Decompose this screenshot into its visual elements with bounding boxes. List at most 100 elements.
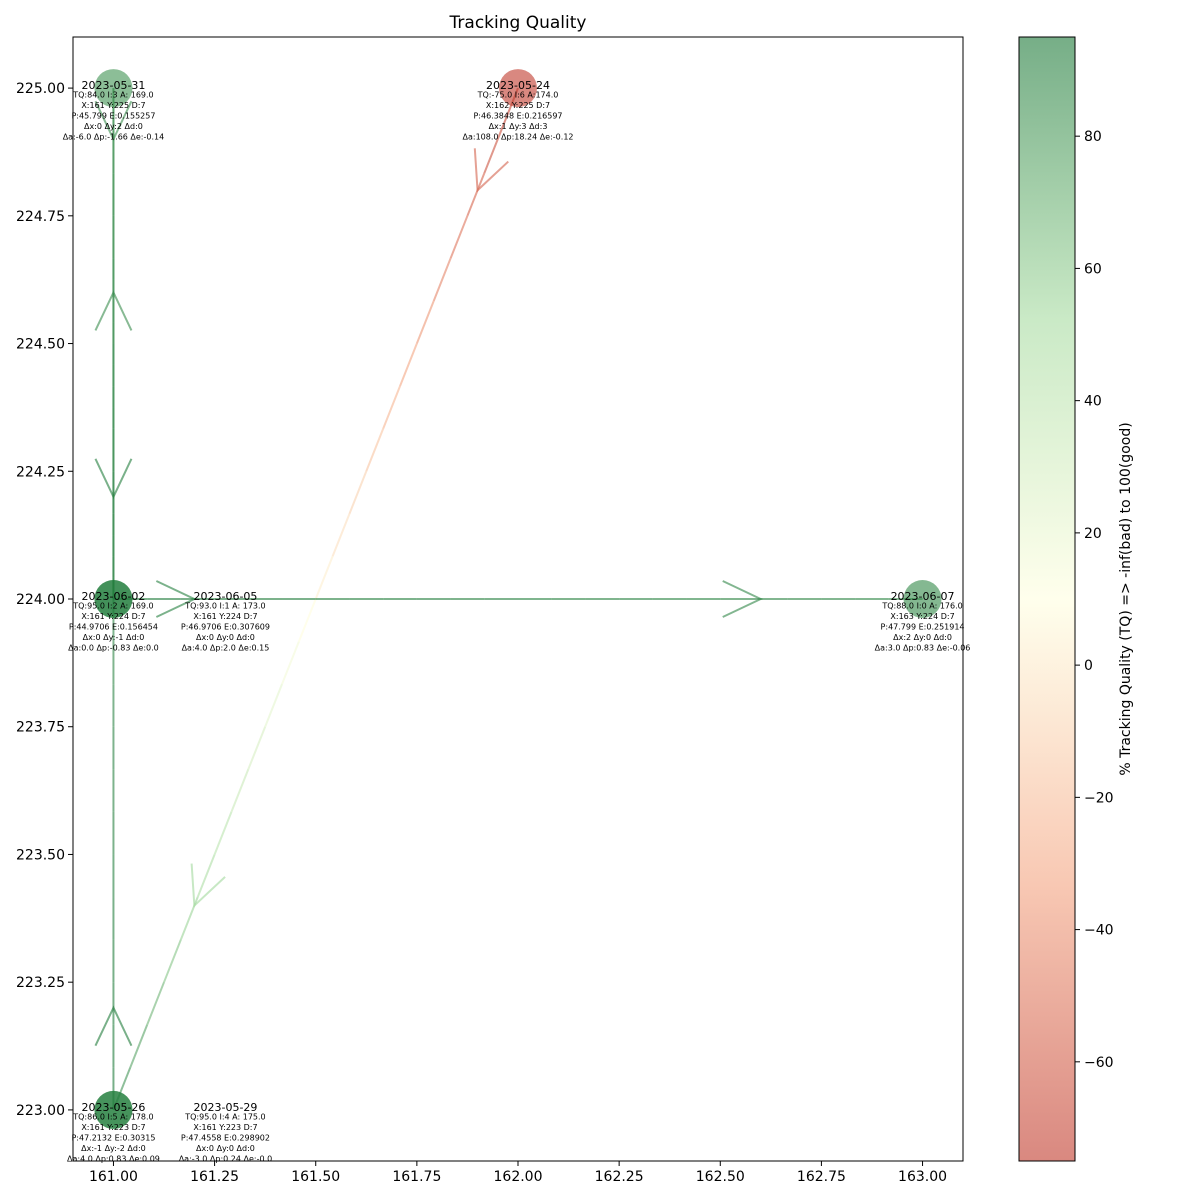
data-point bbox=[94, 580, 133, 618]
trajectory-segment bbox=[213, 811, 233, 855]
annotation-text: Δa:4.0 Δp:2.0 Δe:0.15 bbox=[182, 644, 270, 653]
arrow-head bbox=[473, 148, 509, 193]
trajectory-segment bbox=[196, 854, 216, 898]
annotation-date: 2023-05-31 bbox=[81, 79, 145, 92]
annotation-text: Δx:2 Δy:0 Δd:0 bbox=[893, 633, 952, 642]
annotation-text: TQ:95.0 I:2 A: 169.0 bbox=[72, 602, 153, 611]
arrow-head bbox=[94, 100, 133, 142]
colorbar-gradient bbox=[1019, 37, 1075, 1161]
annotation-date: 2023-06-02 bbox=[81, 590, 145, 603]
annotation-text: X:161 Y:224 D:7 bbox=[81, 612, 145, 621]
data-points bbox=[94, 69, 942, 1129]
annotation-text: Δa:4.0 Δp:0.83 Δe:0.09 bbox=[67, 1154, 160, 1163]
annotation-date: 2023-05-24 bbox=[486, 79, 550, 92]
arrow-head bbox=[190, 863, 226, 908]
annotation-text: P:45.799 E:0.155257 bbox=[71, 112, 155, 121]
colorbar-tick-label: 60 bbox=[1084, 261, 1102, 277]
trajectory-segment bbox=[146, 981, 165, 1026]
colorbar-tick-label: −60 bbox=[1084, 1055, 1114, 1071]
arrow-head bbox=[155, 580, 197, 618]
trajectory-segment bbox=[399, 343, 418, 387]
y-tick-label: 224.75 bbox=[16, 209, 65, 225]
annotation-text: Δx:0 Δy:0 Δd:0 bbox=[196, 633, 255, 642]
x-tick-label: 162.00 bbox=[494, 1169, 543, 1185]
annotation-text: X:161 Y:224 D:7 bbox=[193, 612, 257, 621]
y-tick-label: 223.75 bbox=[16, 720, 65, 736]
annotation-text: Δa:108.0 Δp:18.24 Δe:-0.12 bbox=[463, 133, 574, 142]
x-tick-label: 163.00 bbox=[898, 1169, 947, 1185]
trajectory-segment bbox=[432, 258, 452, 302]
trajectory-segment bbox=[348, 470, 368, 515]
annotation-text: P:47.799 E:0.251914 bbox=[881, 623, 965, 632]
y-tick-label: 224.50 bbox=[16, 337, 65, 353]
x-tick-label: 161.25 bbox=[190, 1169, 239, 1185]
annotation-text: X:162 Y:225 D:7 bbox=[486, 101, 550, 110]
annotation-text: P:46.3848 E:0.216597 bbox=[473, 112, 562, 121]
colorbar-tick-label: 0 bbox=[1084, 658, 1093, 674]
y-tick-label: 223.00 bbox=[16, 1103, 65, 1119]
annotation-text: Δa:-3.0 Δp:0.24 Δe:-0.0 bbox=[179, 1154, 273, 1163]
annotation-text: Δx:0 Δy:0 Δd:0 bbox=[196, 1144, 255, 1153]
trajectory-segment bbox=[483, 130, 503, 174]
data-point bbox=[94, 69, 133, 108]
trajectory-segment bbox=[129, 1024, 149, 1068]
annotation-text: P:44.9706 E:0.156454 bbox=[69, 623, 158, 632]
trajectory-segment bbox=[466, 172, 486, 217]
data-point bbox=[499, 69, 537, 108]
x-tick-label: 161.00 bbox=[89, 1169, 138, 1185]
y-tick-label: 224.00 bbox=[16, 592, 65, 608]
annotation-text: Δx:-1 Δy:-2 Δd:0 bbox=[81, 1144, 146, 1153]
trajectory-segment bbox=[415, 300, 435, 344]
annotation-text: Δx:0 Δy:-1 Δd:0 bbox=[83, 633, 145, 642]
chart-title: Tracking Quality bbox=[449, 13, 587, 33]
x-axis-ticks: 161.00 161.25 161.50 161.75 162.00 162.25 162.… bbox=[89, 1161, 947, 1185]
annotation-date: 2023-05-26 bbox=[81, 1101, 145, 1114]
annotation-text: X:161 Y:223 D:7 bbox=[81, 1123, 145, 1132]
y-tick-label: 224.25 bbox=[16, 464, 65, 480]
annotation-text: TQ:95.0 I:4 A: 175.0 bbox=[184, 1112, 265, 1121]
annotation-text: P:47.2132 E:0.30315 bbox=[71, 1133, 155, 1142]
x-tick-label: 161.75 bbox=[392, 1169, 441, 1185]
annotation-text: TQ:93.0 I:1 A: 173.0 bbox=[184, 602, 265, 611]
annotation-text: Δa:3.0 Δp:0.83 Δe:-0.06 bbox=[875, 644, 971, 653]
data-point bbox=[94, 1090, 133, 1129]
annotation-text: TQ:86.0 I:5 A: 178.0 bbox=[72, 1112, 153, 1121]
y-axis-ticks: 223.00 223.25 223.50 223.75 224.00 224.25 224.… bbox=[16, 81, 73, 1119]
annotation-text: TQ:84.0 I:3 A: 169.0 bbox=[72, 91, 153, 100]
annotation-text: TQ:-75.0 I:6 A:174.0 bbox=[477, 91, 559, 100]
y-tick-label: 223.50 bbox=[16, 847, 65, 863]
x-tick-label: 161.50 bbox=[291, 1169, 340, 1185]
annotation-text: X:161 Y:223 D:7 bbox=[193, 1123, 257, 1132]
trajectory-segment bbox=[264, 683, 283, 728]
colorbar-tick-label: 40 bbox=[1084, 394, 1102, 410]
trajectory-segment bbox=[449, 215, 469, 259]
colorbar-ticks: −60 −40 −20 0 20 40 60 80 bbox=[1075, 129, 1114, 1071]
annotation-text: P:47.4558 E:0.298902 bbox=[181, 1133, 270, 1142]
colorbar-tick-label: 80 bbox=[1084, 129, 1102, 145]
trajectory-segment bbox=[247, 726, 267, 770]
annotation-date: 2023-06-07 bbox=[891, 590, 955, 603]
trajectory-segment bbox=[331, 513, 351, 557]
trajectory-segment bbox=[297, 598, 317, 642]
trajectory-segment bbox=[382, 385, 401, 430]
trajectory-segment bbox=[163, 939, 182, 983]
trajectory-segment bbox=[314, 556, 334, 600]
colorbar-tick-label: 20 bbox=[1084, 526, 1102, 542]
data-point bbox=[903, 580, 942, 618]
annotation-text: X:161 Y:225 D:7 bbox=[81, 101, 145, 110]
colorbar-tick-label: −20 bbox=[1084, 790, 1114, 806]
x-tick-label: 162.50 bbox=[696, 1169, 745, 1185]
annotation-text: Δx:1 Δy:3 Δd:3 bbox=[489, 122, 548, 131]
arrow-head bbox=[94, 1005, 133, 1047]
annotation-text: Δa:-6.0 Δp:-1.66 Δe:-0.14 bbox=[63, 133, 165, 142]
